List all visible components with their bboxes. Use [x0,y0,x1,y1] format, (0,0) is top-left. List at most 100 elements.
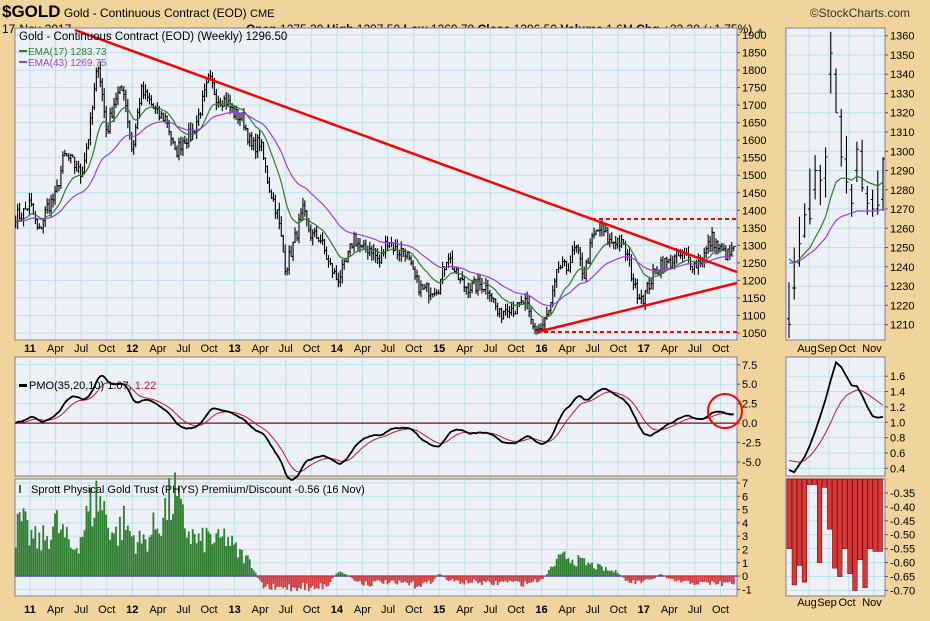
sprott-bar [581,558,584,577]
rising-trendline [536,281,738,334]
pmo-legend: PMO(35,20,10) 1.07, 1.22 [29,380,156,392]
sprott-bar [56,510,58,577]
sprott-bar [203,552,206,577]
mini-sprott-bar [827,478,833,530]
sprott-bar [414,576,416,589]
sprott-bar [274,576,277,590]
sprott-bar [347,575,350,577]
sprott-bar [362,576,365,586]
sprott-bar [138,530,141,577]
sprott-bar [429,576,432,584]
sprott-bar [622,576,625,578]
sprott-bar [337,572,340,577]
sprott-bar [315,576,318,589]
x-tick-label: Apr [47,604,64,616]
mini-ema43-line [789,208,884,264]
mini-price-bar [860,139,865,192]
sprott-bar [551,567,554,577]
sprott-bar [325,576,328,587]
sprott-bar [201,527,204,577]
mini-sprott-bar [791,478,797,586]
sprott-bar [307,576,310,592]
x-tick-label: Oct [507,604,524,616]
mini-ema17-line [788,175,884,264]
mini-sprott-y-label: -0.40 [890,502,915,514]
x-tick-label: 11 [24,604,36,616]
sprott-bar [667,576,670,579]
x-tick-label: Apr [456,343,473,355]
sprott-bar [361,576,363,585]
sprott-bar [526,576,529,584]
sprott-bar [311,576,314,586]
sprott-bar [103,501,106,577]
sprott-bar [54,513,56,577]
sprott-bar [93,517,96,577]
sprott-bar [364,576,367,582]
sprott-bar [443,576,446,578]
pmo-y-label: 0.0 [742,418,757,430]
x-tick-label: Oct [405,343,422,355]
sprott-bar [26,519,29,577]
mini-sprott-bar [837,478,843,577]
sprott-bar [122,505,125,577]
sprott-bar [162,517,165,577]
x-tick-label: Jul [176,604,190,616]
sprott-bar [610,570,613,577]
mini-price-y-label: 1320 [890,108,914,120]
x-tick-label: Jul [586,343,600,355]
sprott-bar [404,576,407,582]
sprott-legend: Sprott Physical Gold Trust (PHYS) Premiu… [31,484,365,496]
sprott-bar [669,576,672,579]
sprott-bar [97,511,100,577]
sprott-bar [58,532,60,577]
sprott-bar [191,529,194,577]
sprott-bar [437,574,440,577]
sprott-bar [707,576,710,583]
sprott-bar [665,576,668,579]
sprott-bar [61,524,64,577]
sprott-bar [174,472,176,577]
sprott-bar [101,510,104,577]
sprott-bar [563,551,566,577]
x-tick-label: Oct [303,343,320,355]
x-tick-label: 15 [433,604,445,616]
sprott-bar [372,576,375,582]
sprott-y-label: 3 [742,531,748,543]
mini-pmo-y-label: 0.6 [890,448,905,460]
mini-price-y-label: 1300 [890,146,914,158]
sprott-bar [280,576,283,587]
x-tick-label: Oct [303,604,320,616]
sprott-bar [262,576,265,589]
mini-sprott-bar [867,478,873,549]
sprott-bar [585,565,588,577]
sprott-bar [71,549,74,577]
x-tick-label: Jul [74,604,88,616]
mini-sprott-y-label: -0.45 [890,516,915,528]
sprott-bar [481,576,483,585]
sprott-bar [142,534,145,577]
sprott-bar [719,576,721,582]
sprott-bar [624,576,627,581]
sprott-bar [412,576,414,582]
sprott-bar [168,478,171,577]
sprott-bar [534,576,536,580]
mini-price-bar [802,203,807,238]
pmo-y-label: 5.0 [742,379,757,391]
sprott-bar [561,552,564,577]
sprott-bar [644,576,647,580]
sprott-bar [681,576,684,582]
sprott-bar [36,548,39,577]
mini-price-bar [823,147,828,198]
sprott-bar [48,548,51,577]
sprott-bar [121,540,123,577]
sprott-bar [420,576,422,587]
mini-price-bar [881,157,885,211]
ema17-swatch [19,50,27,52]
x-tick-label: Jul [74,343,88,355]
sprott-bar [636,576,639,581]
sprott-bar [152,512,155,577]
symbol: $GOLD [2,2,61,21]
mini-pmo-y-label: 1.6 [890,371,905,383]
sprott-bar [77,553,80,577]
